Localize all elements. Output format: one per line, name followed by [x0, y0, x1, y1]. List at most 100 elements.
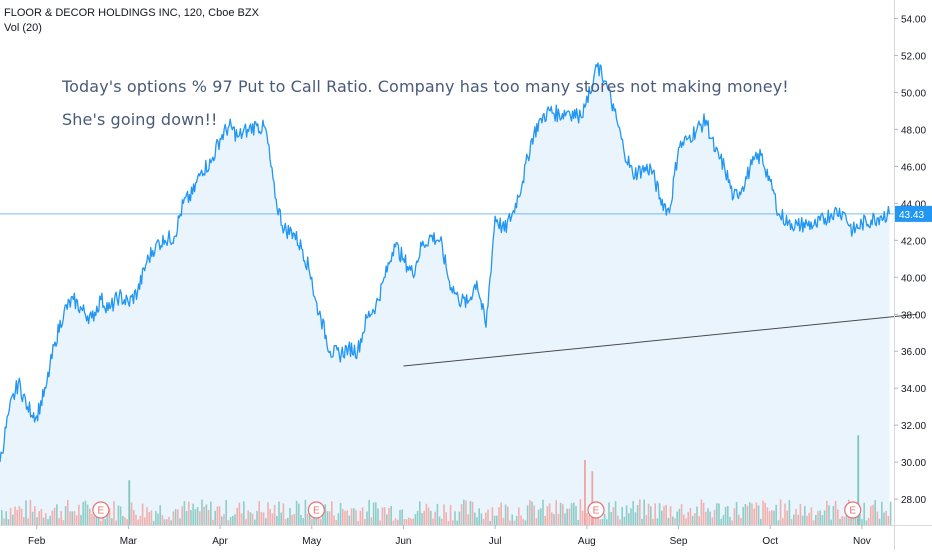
volume-bar: [740, 517, 742, 525]
volume-bar: [859, 506, 861, 525]
volume-bar: [337, 513, 340, 525]
volume-bar: [707, 508, 709, 525]
volume-bar: [408, 517, 410, 525]
chart-legend: FLOOR & DECOR HOLDINGS INC, 120, Cboe BZ…: [4, 6, 259, 36]
volume-bar: [139, 515, 142, 525]
volume-bar: [100, 520, 102, 525]
volume-bar: [280, 512, 282, 525]
volume-bar: [115, 520, 117, 525]
volume-bar: [496, 515, 498, 525]
volume-bar: [258, 501, 260, 525]
volume-bar: [29, 499, 32, 525]
volume-bar: [537, 509, 540, 525]
volume-bar: [830, 519, 832, 525]
volume-bar: [610, 512, 612, 525]
volume-bar: [553, 514, 555, 525]
volume-bar: [845, 509, 848, 525]
volume-bar: [522, 518, 524, 525]
volume-bar: [634, 512, 637, 525]
volume-bar: [621, 506, 623, 525]
last-price-label: 43.43: [899, 210, 924, 221]
volume-bar: [203, 506, 205, 525]
volume-bar: [760, 518, 762, 525]
volume-bar: [20, 508, 23, 525]
volume-bar: [441, 518, 443, 525]
volume-bar: [247, 510, 249, 525]
volume-bar: [192, 503, 194, 525]
volume-bar: [38, 511, 40, 525]
volume-bar: [555, 500, 557, 525]
volume-bar: [515, 516, 518, 525]
volume-bar: [478, 508, 480, 525]
volume-bar: [181, 506, 183, 525]
volume-bar: [641, 518, 643, 525]
x-tick-label: Nov: [853, 536, 871, 547]
volume-bar: [339, 503, 342, 525]
volume-bar: [379, 520, 381, 525]
volume-bar: [370, 517, 373, 525]
volume-bar: [249, 512, 252, 525]
volume-bar: [223, 514, 225, 525]
volume-bar: [80, 515, 82, 525]
volume-bar: [852, 515, 854, 525]
volume-bar: [133, 510, 135, 525]
annotation-text-1[interactable]: Today's options % 97 Put to Call Ratio. …: [62, 77, 789, 96]
volume-bar: [883, 512, 885, 525]
last-price-badge: [895, 205, 932, 222]
volume-bar: [463, 499, 465, 525]
volume-bar: [293, 513, 296, 525]
volume-bar: [680, 504, 683, 525]
volume-bar: [542, 499, 544, 525]
volume-bar: [78, 504, 80, 525]
volume-bar: [300, 514, 302, 525]
volume-bar: [218, 506, 221, 525]
volume-bar: [273, 504, 276, 525]
volume-bar: [575, 505, 577, 525]
volume-bar: [331, 501, 333, 525]
volume-bar: [471, 501, 474, 525]
volume-bar: [42, 517, 45, 525]
volume-bar: [731, 520, 733, 525]
volume-bar: [617, 515, 619, 525]
volume-bar: [346, 510, 348, 525]
volume-bar: [368, 499, 370, 525]
volume-bar: [751, 503, 753, 525]
volume-bar: [438, 516, 441, 525]
volume-bar: [454, 511, 456, 525]
volume-bar: [392, 520, 395, 525]
earnings-marker: [92, 501, 110, 519]
volume-bar: [661, 510, 663, 525]
volume-bar: [713, 509, 716, 525]
volume-bar: [874, 500, 876, 525]
volume-bar: [474, 512, 476, 525]
volume-bar: [887, 516, 890, 525]
volume-bar: [727, 506, 729, 525]
volume-bar: [650, 506, 652, 525]
volume-bar: [157, 513, 159, 525]
volume-bar: [390, 506, 392, 525]
volume-bar: [322, 512, 324, 525]
annotation-text-2[interactable]: She's going down!!: [62, 110, 218, 129]
volume-bar: [867, 517, 870, 525]
volume-bar: [430, 510, 432, 525]
volume-bar: [460, 504, 463, 525]
volume-bar: [221, 516, 223, 525]
volume-bar: [500, 502, 502, 525]
volume-bar: [520, 515, 522, 525]
volume-bar: [399, 510, 401, 525]
volume-bar: [161, 515, 164, 525]
y-tick-label: 36.00: [901, 347, 926, 358]
volume-bar: [643, 499, 645, 525]
volume-bar: [353, 508, 355, 525]
volume-bar: [685, 518, 687, 525]
volume-bar: [658, 503, 661, 525]
volume-bar: [34, 506, 36, 525]
volume-bar: [526, 505, 529, 525]
volume-bar: [476, 517, 478, 525]
volume-bar: [628, 513, 630, 525]
volume-bar: [601, 518, 604, 525]
volume-bar: [766, 507, 769, 525]
volume-bar: [630, 508, 632, 525]
